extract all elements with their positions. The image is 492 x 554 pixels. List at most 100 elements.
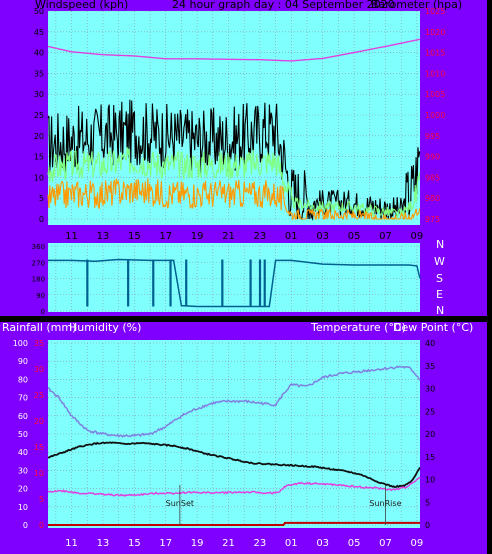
wind-direction-swing-5 [221,259,224,307]
th-xtick-label-11: 11 [65,538,78,549]
baro-ytick-label-1005: 1005 [425,90,445,99]
th-xtick-label-05: 05 [348,538,361,549]
humidity-ytick-label-50: 50 [18,430,28,439]
dir-ytick-label-180: 180 [32,276,45,284]
baro-ytick-label-1010: 1010 [425,69,445,78]
th-xtick-label-09: 09 [410,538,423,549]
th-xtick-label-13: 13 [97,538,110,549]
baro-ytick-label-995: 995 [425,132,440,141]
baro-ytick-label-1025: 1025 [425,7,445,16]
graph-title: 24 hour graph day : 04 September 2020 [172,0,395,11]
sunrise-annotation: SunRise [369,499,401,508]
rain-ytick-label-15: 15 [34,443,44,452]
humidity-ytick-label-20: 20 [18,485,28,494]
humidity-ytick-label-100: 100 [13,339,28,348]
temp-ytick-label-0: 0 [425,521,430,530]
th-xtick-label-23: 23 [254,538,267,549]
wind-dir-label-w: W [434,255,445,268]
rain-ytick-label-5: 5 [39,495,44,504]
th-xtick-label-07: 07 [379,538,392,549]
wind-dir-label-n-bottom: N [436,304,445,317]
wind-xtick-label-11: 11 [65,231,78,242]
th-xtick-label-03: 03 [316,538,329,549]
temp-ytick-label-10: 10 [425,476,435,485]
rain-ytick-label-10: 10 [34,469,44,478]
wind-direction-swing-1 [127,259,130,307]
wind-xtick-label-23: 23 [254,231,267,242]
wind-xtick-label-15: 15 [128,231,141,242]
wind-xtick-label-05: 05 [348,231,361,242]
wind-direction-swing-0 [86,259,89,307]
dir-ytick-label-90: 90 [36,292,45,300]
humidity-axis-label: Humidity (%) [69,321,142,334]
wind-direction-swing-7 [258,259,262,307]
series-barometer-line [47,38,421,62]
series-humidity-line [47,365,421,438]
wind-xtick-label-17: 17 [159,231,172,242]
wind-ytick-label-0: 0 [39,215,44,224]
humidity-ytick-label-30: 30 [18,466,28,475]
sunset-annotation: SunSet [166,499,194,508]
th-xtick-label-19: 19 [191,538,204,549]
dir-ytick-label-360: 360 [32,243,45,251]
baro-ytick-label-980: 980 [425,194,440,203]
wind-direction-swing-6 [249,259,252,307]
wind-ytick-label-50: 50 [34,7,44,16]
wind-ytick-label-30: 30 [34,90,44,99]
wind-dir-label-s: S [436,272,443,285]
temperature-axis-label: Temperature (°C) [311,321,406,334]
wind-ytick-label-45: 45 [34,28,44,37]
humidity-ytick-label-10: 10 [18,503,28,512]
temp-ytick-label-25: 25 [425,407,435,416]
humidity-ytick-label-90: 90 [18,357,28,366]
windspeed-axis-label: Windspeed (kph) [35,0,129,11]
wind-direction-swing-4 [185,259,188,307]
temp-ytick-label-5: 5 [425,498,430,507]
humidity-ytick-label-70: 70 [18,394,28,403]
dir-ytick-label-270: 270 [32,259,45,267]
humidity-ytick-label-0: 0 [23,521,28,530]
series-dewpoint-line [47,476,421,497]
wind-direction-swing-3 [169,259,172,307]
wind-ytick-label-25: 25 [34,111,44,120]
baro-ytick-label-1015: 1015 [425,49,445,58]
temp-ytick-label-40: 40 [425,339,435,348]
dir-ytick-label-0: 0 [41,308,45,316]
series-wind-direction-line [48,258,421,308]
wind-xtick-label-13: 13 [97,231,110,242]
wind-ytick-label-5: 5 [39,194,44,203]
series-temperature-line [47,441,421,489]
wind-direction-swing-8 [263,259,266,307]
rainfall-axis-label: Rainfall (mm) [2,321,77,334]
humidity-ytick-label-60: 60 [18,412,28,421]
th-xtick-label-17: 17 [159,538,172,549]
rain-ytick-label-20: 20 [34,417,44,426]
wind-dir-label-n-top: N [436,238,445,251]
wind-ytick-label-15: 15 [34,153,44,162]
rain-ytick-label-35: 35 [34,339,44,348]
th-xtick-label-15: 15 [128,538,141,549]
wind-ytick-label-10: 10 [34,173,44,182]
temp-ytick-label-15: 15 [425,453,435,462]
wind-xtick-label-09: 09 [410,231,423,242]
rain-ytick-label-25: 25 [34,391,44,400]
humidity-ytick-label-40: 40 [18,448,28,457]
temp-ytick-label-35: 35 [425,362,435,371]
baro-ytick-label-990: 990 [425,153,440,162]
temp-ytick-label-20: 20 [425,430,435,439]
wind-xtick-label-21: 21 [222,231,235,242]
barometer-axis-label: Barometer (hpa) [371,0,463,11]
wind-ytick-label-35: 35 [34,69,44,78]
wind-dir-plot [48,243,420,312]
wind-ytick-label-20: 20 [34,132,44,141]
baro-ytick-label-1020: 1020 [425,28,445,37]
wind-xtick-label-19: 19 [191,231,204,242]
series-minimum-wind-line [47,178,421,221]
series-average-wind-line [47,147,421,219]
wind-ytick-label-40: 40 [34,49,44,58]
baro-ytick-label-985: 985 [425,173,440,182]
th-xtick-label-21: 21 [222,538,235,549]
temp-ytick-label-30: 30 [425,385,435,394]
series-rainfall-line [48,521,420,526]
baro-ytick-label-975: 975 [425,215,440,224]
